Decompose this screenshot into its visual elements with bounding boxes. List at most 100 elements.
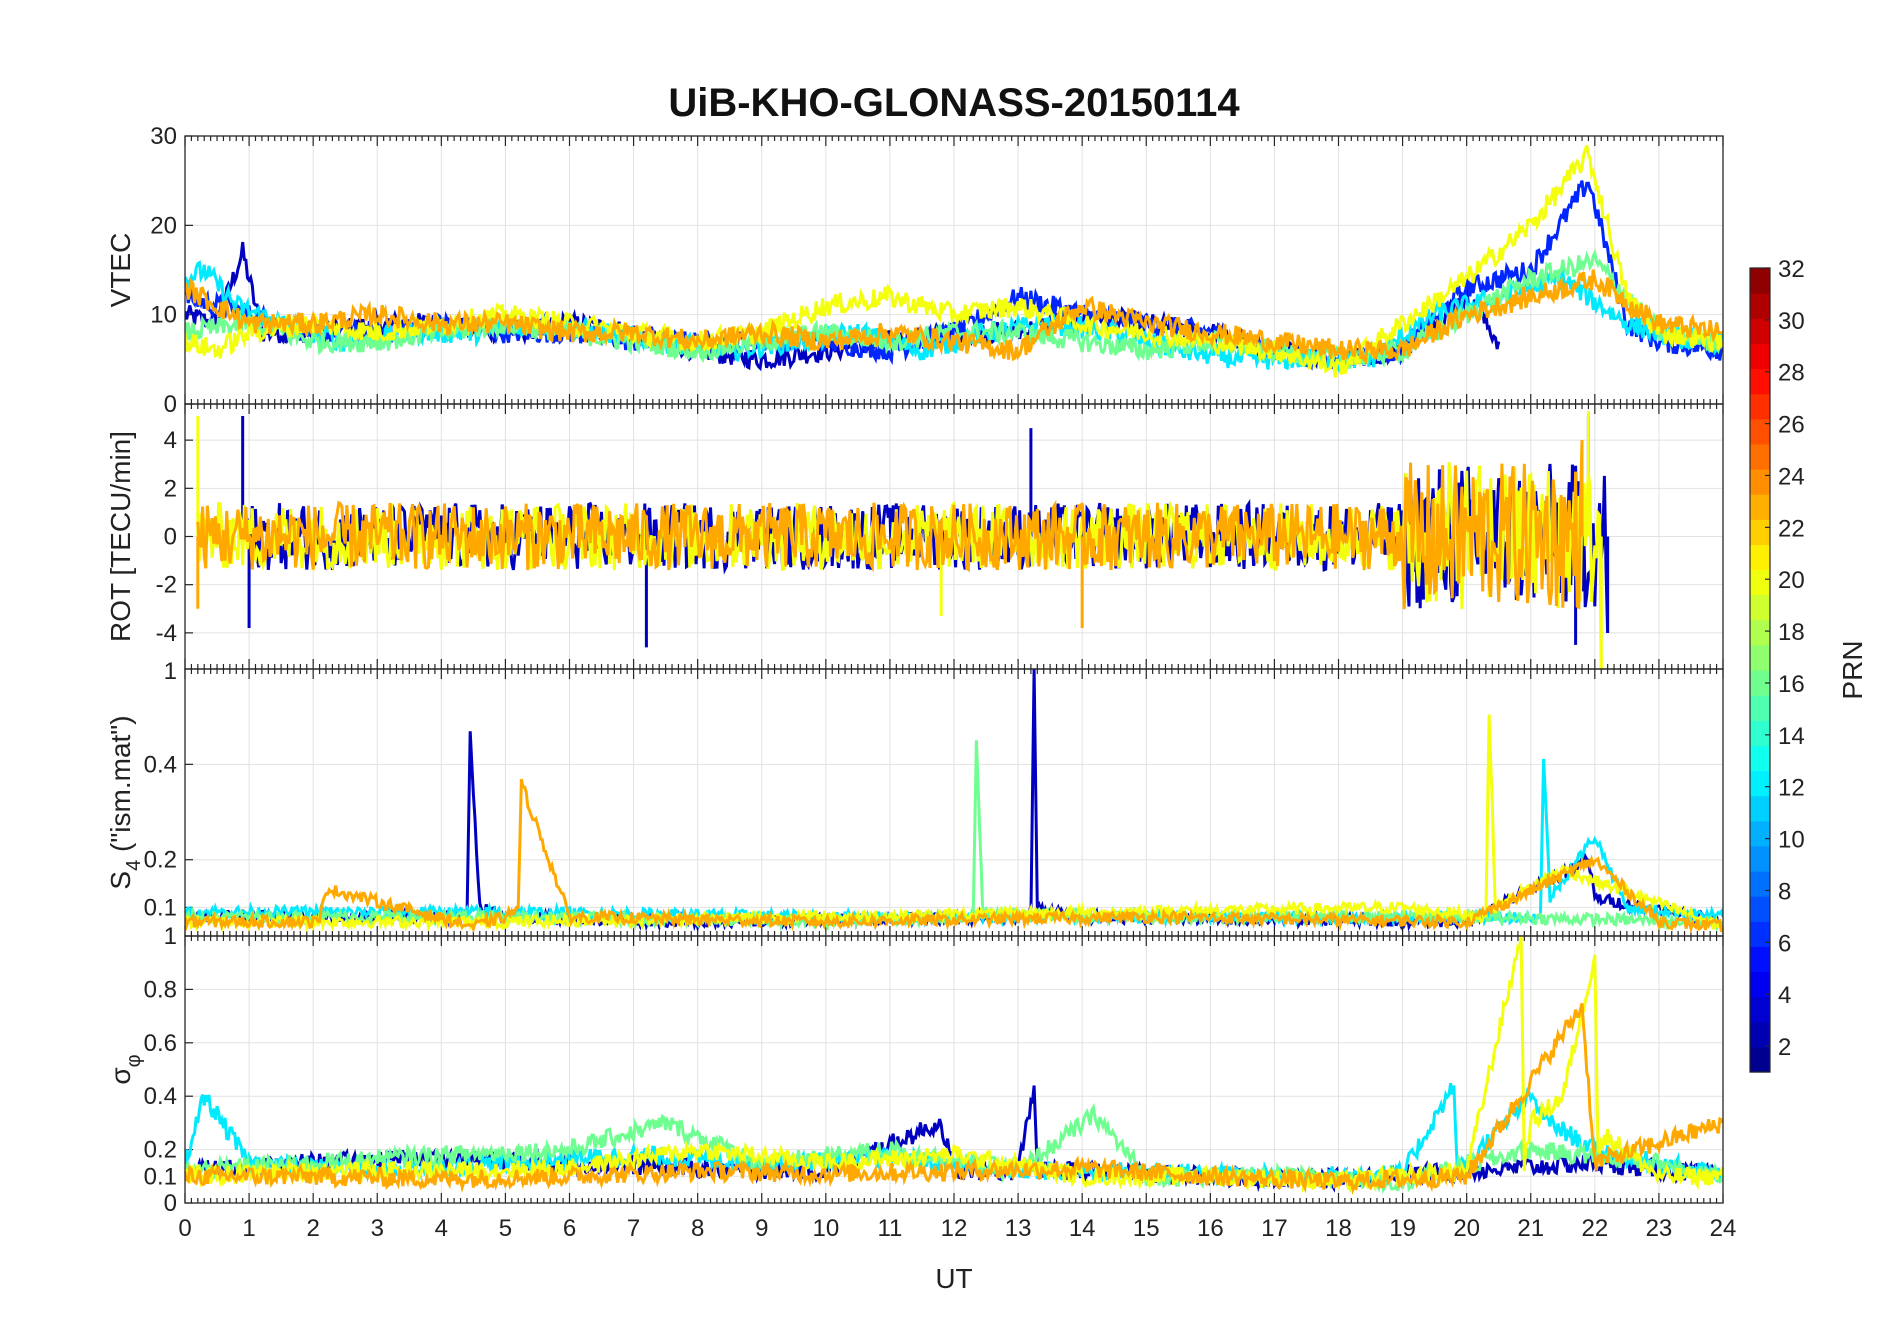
series-line-prn-23: [196, 440, 1584, 610]
y-tick-label: 0: [164, 391, 177, 418]
x-tick-label: 0: [178, 1215, 191, 1242]
colorbar-swatch: [1750, 494, 1770, 520]
series-line-prn-23: [185, 269, 1723, 365]
panel-2: -4 -2 0 2 4 ROT [TECU/min]: [105, 403, 1724, 670]
colorbar-frame: [1749, 267, 1771, 1073]
colorbar-swatch: [1750, 871, 1770, 897]
colorbar-swatch: [1750, 1021, 1770, 1048]
colorbar-swatch: [1750, 745, 1770, 772]
colorbar-tick-label: 20: [1778, 567, 1805, 594]
series-line-prn-16: [185, 248, 1723, 369]
colorbar-tick-label: 14: [1778, 723, 1805, 750]
colorbar-tick-label: 32: [1778, 256, 1805, 283]
y-tick-label: -2: [156, 572, 177, 599]
colorbar-swatch: [1750, 820, 1770, 847]
colorbar-swatch: [1750, 594, 1770, 621]
colorbar-swatch: [1750, 971, 1770, 998]
colorbar-swatch: [1750, 996, 1770, 1023]
x-tick-label: 10: [812, 1215, 839, 1242]
x-tick-label: 7: [627, 1215, 640, 1242]
y-axis-label: S4 ("ism.mat"): [105, 715, 145, 889]
x-tick-label: 15: [1133, 1215, 1160, 1242]
x-axis-ticks: 0 1 2 3 4 5 6 7 8 9 10 11 12 13 14 15 16 17 18 19 20 21 22 23 24: [178, 1215, 1736, 1242]
x-tick-label: 14: [1069, 1215, 1096, 1242]
x-tick-label: 24: [1710, 1215, 1737, 1242]
series-line-prn-23: [185, 1002, 1723, 1195]
y-axis-label: σφ: [105, 1054, 145, 1084]
x-tick-label: 22: [1581, 1215, 1608, 1242]
y-tick-label: 0.4: [144, 751, 177, 778]
x-tick-label: 19: [1389, 1215, 1416, 1242]
y-tick-label-top: 1: [164, 658, 177, 685]
y-tick-label: 0.6: [144, 1030, 177, 1057]
y-tick-label: 0: [164, 524, 177, 551]
x-tick-label: 12: [941, 1215, 968, 1242]
colorbar-tick-label: 24: [1778, 463, 1805, 490]
colorbar-swatch: [1750, 569, 1770, 596]
colorbar-swatch: [1750, 318, 1770, 344]
y-tick-label: 0.8: [144, 976, 177, 1003]
colorbar-swatch: [1750, 946, 1770, 973]
series-group: [185, 936, 1723, 1195]
colorbar-swatch: [1750, 770, 1770, 797]
colorbar-swatch: [1750, 921, 1770, 947]
colorbar-swatch: [1750, 293, 1770, 319]
colorbar-swatch: [1750, 795, 1770, 822]
colorbar-swatch: [1750, 393, 1770, 420]
colorbar-swatch: [1750, 1046, 1770, 1073]
x-tick-label: 11: [877, 1215, 902, 1242]
series-group: [185, 144, 1723, 378]
colorbar-swatch: [1750, 619, 1770, 646]
series-line-prn-20: [196, 462, 1603, 669]
colorbar-swatch: [1750, 544, 1770, 571]
colorbar-tick-label: 6: [1778, 930, 1791, 957]
y-tick-label: 0.2: [144, 847, 177, 874]
colorbar-tick-label: 10: [1778, 827, 1805, 854]
x-tick-label: 21: [1517, 1215, 1544, 1242]
y-axis-label: VTEC: [105, 233, 136, 308]
colorbar-tick-label: 28: [1778, 360, 1805, 387]
y-tick-label: 10: [150, 302, 177, 329]
series-group: [196, 411, 1610, 669]
series-group: [185, 669, 1723, 934]
x-tick-label: 6: [563, 1215, 576, 1242]
x-tick-label: 18: [1325, 1215, 1352, 1242]
colorbar-tick-label: 12: [1778, 775, 1805, 802]
x-axis-label: UT: [935, 1263, 972, 1294]
colorbar-tick-label: 22: [1778, 515, 1805, 542]
colorbar-swatch: [1750, 368, 1770, 395]
y-tick-label: 20: [150, 212, 177, 239]
colorbar-label: PRN: [1837, 640, 1868, 699]
colorbar-swatch: [1750, 519, 1770, 545]
x-tick-label: 9: [755, 1215, 768, 1242]
y-tick-label: 4: [164, 427, 177, 454]
colorbar-swatch: [1750, 720, 1770, 746]
colorbar-swatch: [1750, 695, 1770, 721]
colorbar-tick-label: 26: [1778, 412, 1805, 439]
colorbar-tick-label: 18: [1778, 619, 1805, 646]
panel-3: 0.1 0.2 0.4 1 S4 ("ism.mat"): [105, 658, 1724, 937]
series-line-prn-23: [185, 778, 1723, 934]
y-tick-label: -4: [156, 620, 177, 647]
x-tick-label: 2: [306, 1215, 319, 1242]
x-tick-label: 8: [691, 1215, 704, 1242]
x-tick-label: 5: [499, 1215, 512, 1242]
y-tick-label: 0.4: [144, 1083, 177, 1110]
axes-box: [184, 935, 1724, 1204]
panel-4: 00.10.2 0.4 0.6 0.8 1 σφ: [105, 923, 1724, 1217]
y-axis-label: ROT [TECU/min]: [105, 431, 136, 642]
figure-title: UiB-KHO-GLONASS-20150114: [668, 81, 1240, 125]
x-tick-label: 17: [1261, 1215, 1288, 1242]
y-tick-label: 1: [164, 923, 177, 950]
y-tick-label: 0.1: [144, 894, 177, 921]
y-tick-label: 0.2: [144, 1137, 177, 1164]
colorbar-swatch: [1750, 343, 1770, 370]
x-tick-label: 13: [1005, 1215, 1032, 1242]
colorbar-tick-label: 8: [1778, 878, 1791, 905]
colorbar-tick-label: 2: [1778, 1034, 1791, 1061]
colorbar-swatch: [1750, 670, 1770, 696]
y-tick-label: 2: [164, 475, 177, 502]
